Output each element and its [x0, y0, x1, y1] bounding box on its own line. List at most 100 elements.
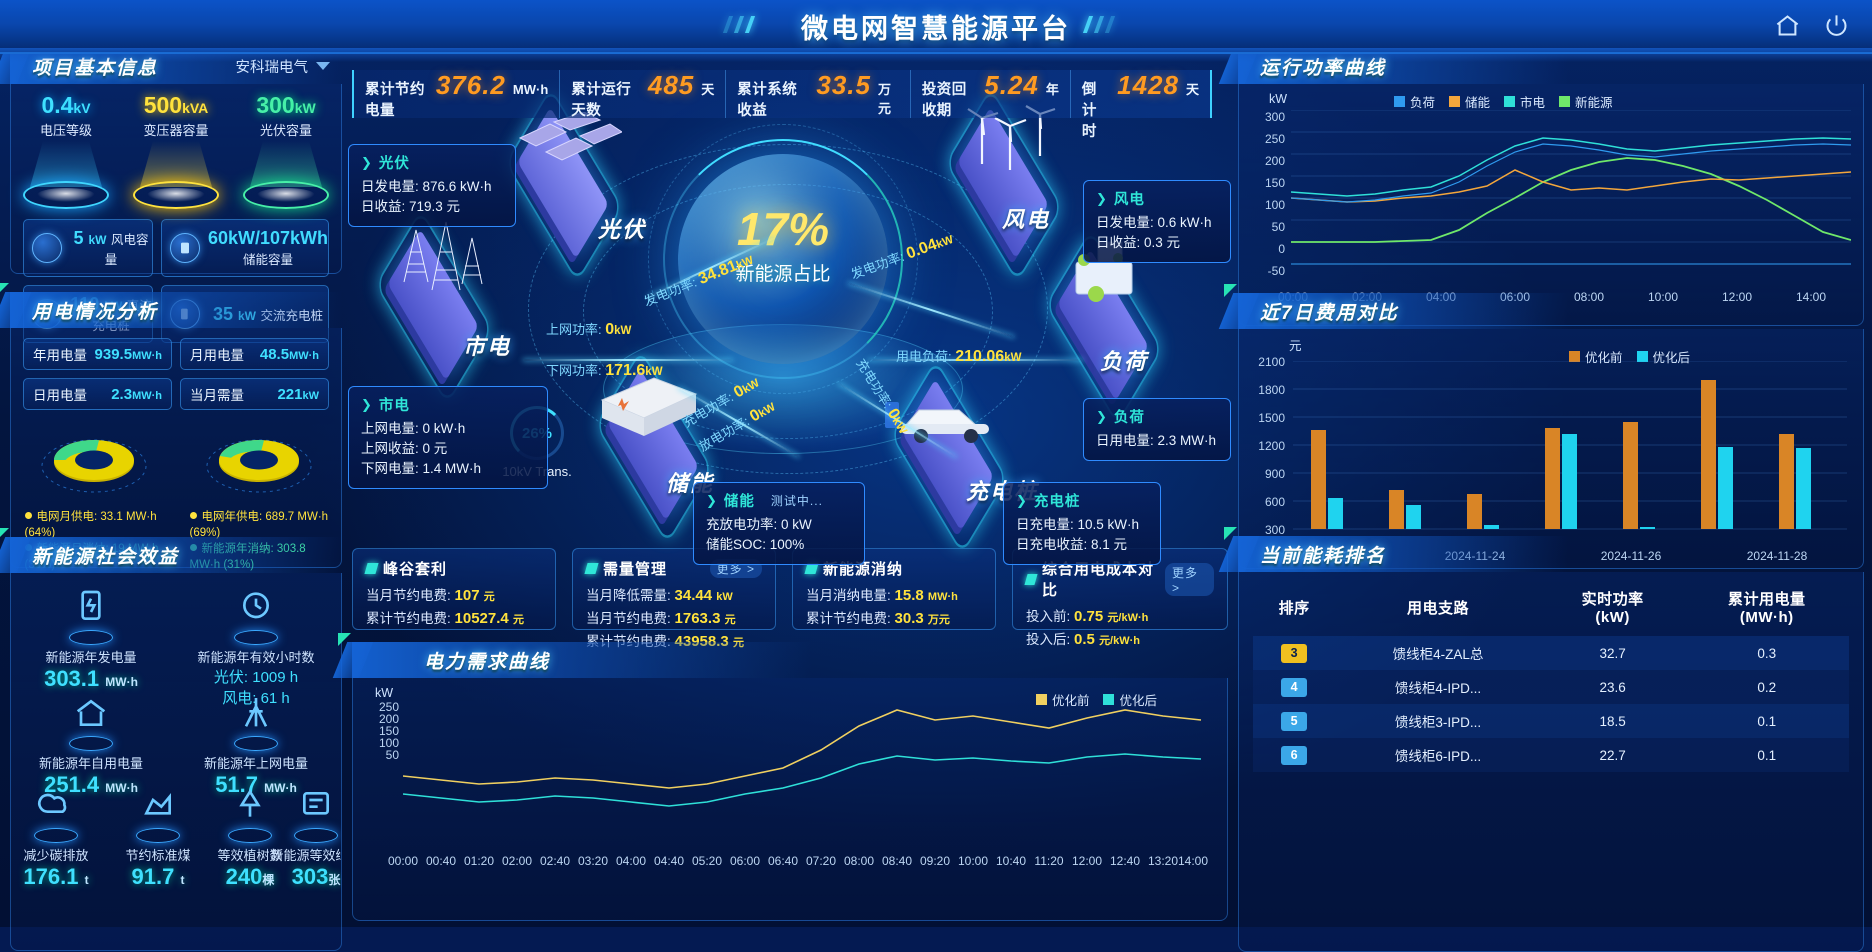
- table-row[interactable]: 5 馈线柜3-IPD... 18.5 0.1: [1253, 704, 1849, 738]
- card-unit: 元: [483, 591, 495, 603]
- table-row[interactable]: 3 馈线柜4-ZAL总 32.7 0.3: [1253, 636, 1849, 670]
- card-key: 当月节约电费:: [586, 611, 671, 626]
- ranking-table: 排序 用电支路 实时功率 (kW) 累计用电量 (MW·h) 3 馈线柜4-ZAL总…: [1253, 578, 1849, 772]
- x-tick: 10:00: [957, 854, 989, 868]
- cell-rank: 5: [1253, 704, 1336, 738]
- flow-unit: kW: [1004, 352, 1022, 364]
- table-header-row: 排序 用电支路 实时功率 (kW) 累计用电量 (MW·h): [1253, 578, 1849, 636]
- card-unit: 元/kW·h: [1099, 635, 1141, 647]
- beam-cone: [140, 141, 212, 187]
- beam-unit: kW: [294, 100, 316, 116]
- card-unit: 元/kW·h: [1107, 612, 1149, 624]
- power-curve-svg: [1291, 110, 1851, 265]
- kpi-label: 累计节约电量: [365, 82, 425, 119]
- card-title: 峰谷套利: [383, 561, 448, 578]
- infobox-row: 日发电量: 0.6 kW·h: [1096, 215, 1212, 230]
- icon-base-ring: [34, 828, 78, 843]
- card-key: 投入前:: [1026, 609, 1071, 624]
- infobox-grid: ❯ 市电 上网电量: 0 kW·h 上网收益: 0 元 下网电量: 1.4 MW·…: [348, 386, 548, 489]
- benefit-item-co2: 减少碳排放 176.1 t: [11, 785, 111, 890]
- panel-cost-comparison: 近7日费用对比 元 优化前 优化后 2100 1800 1500 1200 90…: [1224, 284, 1864, 569]
- cell-power: 32.7: [1540, 636, 1685, 670]
- usage-key: 日用电量: [33, 388, 87, 403]
- panel-body: 新能源年发电量 303.1 MW·h 新能源年有效小时数 光伏: 1009 h …: [10, 573, 342, 951]
- x-tick: 08:00: [1573, 290, 1605, 304]
- card-unit: 元: [724, 614, 736, 626]
- benefit-item-trees: 等效植树数 240棵: [195, 785, 305, 890]
- more-link[interactable]: 更多 >: [1164, 562, 1214, 596]
- panel-body: kW 负荷 储能 市电 新能源 300 250 200 150 100 50 0…: [1238, 84, 1864, 326]
- y-tick: 100: [378, 736, 399, 750]
- card-value: 107: [454, 587, 480, 604]
- infobox-title: 充电桩: [1033, 494, 1081, 510]
- y-tick: 100: [1264, 198, 1285, 212]
- usage-cell: 日用电量 2.3MW·h: [23, 378, 172, 410]
- benefit-label: 等效植树数: [217, 848, 283, 863]
- table-row[interactable]: 4 馈线柜4-IPD... 23.6 0.2: [1253, 670, 1849, 704]
- cell-branch: 馈线柜6-IPD...: [1335, 738, 1541, 772]
- legend-item: 优化前: [1035, 690, 1089, 709]
- beam-pv: 300kW 光伏容量: [236, 94, 336, 209]
- flow-key: 下网功率:: [546, 363, 602, 378]
- legend-swatch: [1035, 694, 1047, 705]
- x-tick: 13:20: [1147, 854, 1179, 868]
- kpi-item: 累计节约电量 376.2 MW·h: [354, 70, 561, 119]
- node-pv[interactable]: [505, 86, 623, 284]
- rank-badge: 3: [1281, 643, 1308, 663]
- benefit-item-feed-in: 新能源年上网电量 51.7 MW·h: [176, 693, 336, 798]
- grid-icon: [228, 693, 284, 751]
- infobox-load: ❯ 负荷 日用电量: 2.3 MW·h: [1083, 398, 1231, 461]
- table-row[interactable]: 6 馈线柜6-IPD... 22.7 0.1: [1253, 738, 1849, 772]
- beam-voltage: 0.4kV 电压等级: [16, 94, 116, 209]
- power-icon[interactable]: [1823, 12, 1850, 44]
- beam-value: 500: [143, 92, 183, 118]
- flow-label-load: 用电负荷: 210.06kW: [896, 346, 1021, 366]
- beam-unit: kVA: [182, 100, 209, 116]
- panel-title: 电力需求曲线: [424, 651, 551, 673]
- usage-key: 当月需量: [190, 388, 244, 403]
- card-unit: 万元: [927, 614, 950, 626]
- panel-project-info: 项目基本信息 安科瑞电气 0.4kV 电压等级 500kVA 变压器容量 300…: [0, 39, 342, 343]
- legend-swatch: [1103, 694, 1115, 705]
- usage-key: 月用电量: [190, 348, 244, 363]
- kpi-value: 485: [647, 70, 695, 100]
- infobox-row: 日发电量: 876.6 kW·h: [361, 179, 492, 194]
- donut-chart-month: [41, 439, 146, 493]
- icon-base-ring: [69, 736, 113, 751]
- infobox-wind: ❯ 风电 日发电量: 0.6 kW·h 日收益: 0.3 元: [1083, 180, 1231, 263]
- panel-title: 新能源社会效益: [32, 546, 180, 568]
- beam-value: 300: [256, 92, 295, 118]
- battery-icon: [169, 233, 200, 263]
- kpi-item: 投资回收期 5.24 年: [911, 70, 1071, 119]
- benefit-value: 240: [225, 864, 263, 889]
- node-storage[interactable]: [595, 348, 713, 546]
- company-selector-label[interactable]: 安科瑞电气: [235, 59, 309, 76]
- usage-cell: 月用电量 48.5MW·h: [180, 338, 329, 370]
- node-label-pv: 光伏: [598, 217, 647, 242]
- node-grid[interactable]: [375, 208, 493, 406]
- legend-item: 市电: [1504, 92, 1545, 111]
- benefit-item-effective-hours: 新能源年有效小时数 光伏: 1009 h 风电: 61 h: [176, 587, 336, 708]
- home-icon[interactable]: [1774, 12, 1801, 44]
- benefit-item-self-use: 新能源年自用电量 251.4 MW·h: [11, 693, 171, 798]
- chevron-down-icon[interactable]: [316, 62, 330, 70]
- panel-header: 电力需求曲线: [338, 633, 812, 678]
- benefit-unit: t: [180, 873, 185, 887]
- panel-header: 当前能耗排名: [1224, 527, 1568, 572]
- infobox-pv: ❯ 光伏 日发电量: 876.6 kW·h 日收益: 719.3 元: [348, 144, 516, 227]
- legend-swatch: [1559, 96, 1571, 107]
- node-label-grid: 市电: [463, 334, 512, 359]
- kpi-label: 累计运行天数: [571, 82, 632, 119]
- x-tick: 09:20: [919, 854, 951, 868]
- flow-line-load: [868, 359, 1083, 361]
- x-tick: 06:40: [767, 854, 799, 868]
- x-tick: 10:00: [1647, 290, 1679, 304]
- beam-caption: 光伏容量: [259, 123, 312, 138]
- kpi-item: 累计系统收益 33.5 万元: [726, 70, 911, 119]
- benefit-value: 176.1: [23, 864, 79, 889]
- card-key: 累计节约电费:: [366, 611, 451, 626]
- y-tick: 1800: [1258, 383, 1285, 397]
- legend-label: 电网月供电:: [36, 511, 98, 523]
- legend-label: 电网年供电:: [201, 511, 263, 523]
- legend-value: 33.1 MW·h (64%): [24, 511, 157, 539]
